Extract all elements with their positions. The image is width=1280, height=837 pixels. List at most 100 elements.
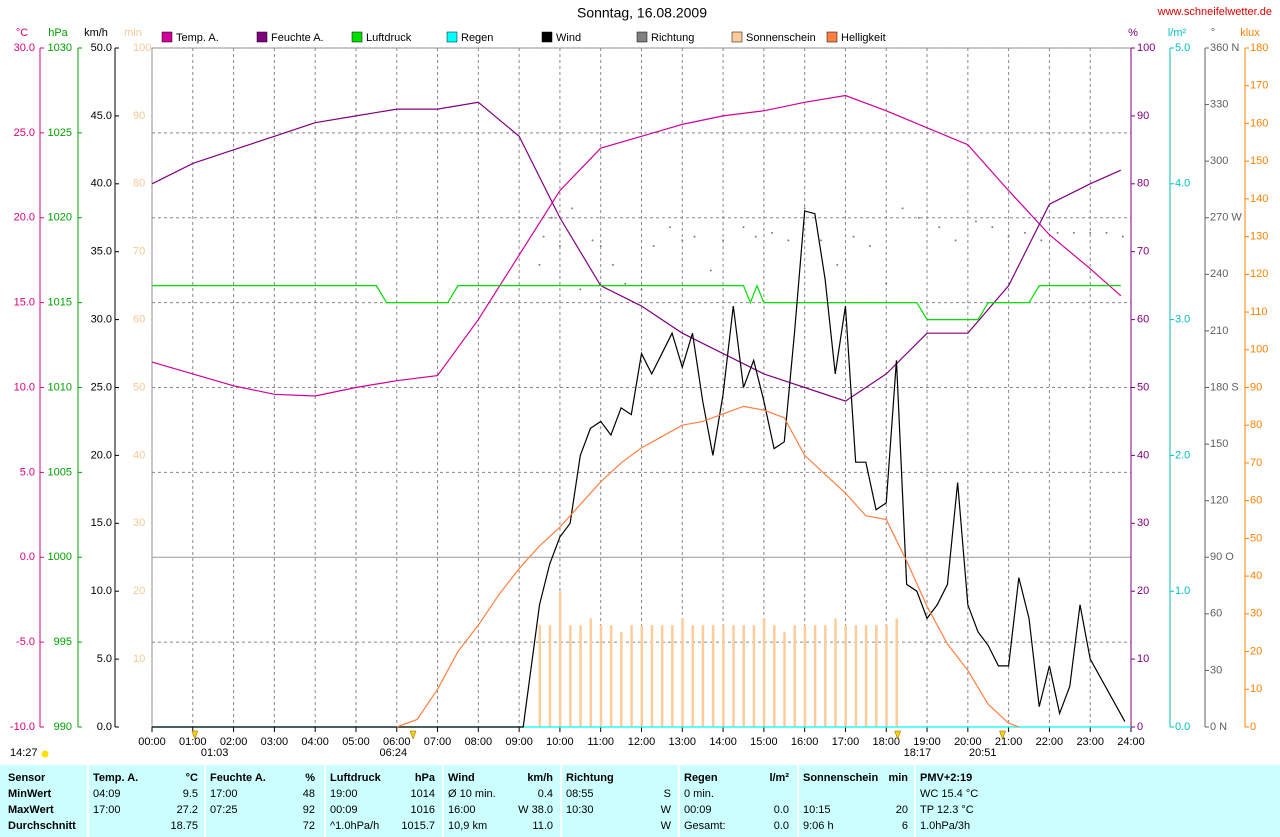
y-tick-label: 90 [1250,381,1262,393]
y-tick-label: 2.0 [1175,449,1190,461]
y-tick-label: 50 [1137,381,1149,393]
y-tick-label: 30.0 [14,42,35,54]
column-separator [560,765,562,837]
x-tick-label: 17:00 [832,736,860,748]
legend-label: Helligkeit [841,32,886,44]
dot [868,245,871,248]
y-tick-label: 10.0 [91,585,112,597]
dot [550,216,553,219]
dot [681,239,684,242]
x-tick-label: 06:00 [383,736,411,748]
bar [732,625,735,727]
y-tick-label: 990 [54,721,72,733]
bar [681,618,684,727]
y-tick-label: 20.0 [91,449,112,461]
y-tick-label: 90 [1137,110,1149,122]
table-cell: °C [185,772,198,784]
bar [630,625,633,727]
axis-unit: hPa [48,27,68,39]
chart: Sonntag, 16.08.2009 www.schneifelwetter.… [10,5,1272,759]
table-cell: 1014 [410,788,435,800]
bar [650,625,654,727]
x-tick-label: 07:00 [424,736,452,748]
legend-label: Wind [556,32,581,44]
y-tick-label: 240 [1210,268,1228,280]
bar [671,625,674,727]
table-cell: Sonnenschein [803,772,879,784]
series-line [151,101,1122,402]
dot [591,239,594,242]
column-separator [324,765,326,837]
table-cell: 48 [302,788,315,800]
bar [548,625,552,727]
y-tick-label: 1030 [48,42,72,54]
table-cell: 18.75 [170,820,198,832]
dot [954,239,957,242]
dot [1121,235,1124,238]
y-tick-label: 40 [1250,570,1262,582]
column-separator [204,765,206,837]
axis-unit: % [1128,27,1138,39]
y-tick-label: 1005 [48,466,72,478]
y-tick-label: 120 [1250,268,1268,280]
y-tick-label: -5.0 [16,636,35,648]
y-tick-label: 5.0 [20,466,35,478]
legend-label: Richtung [651,32,694,44]
event-marker [409,730,417,740]
dot [579,288,582,291]
table-cell: MinWert [8,788,52,800]
y-tick-label: 0 [1250,721,1256,733]
y-tick-label: 50 [133,381,145,393]
dot [1023,231,1026,234]
x-tick-label: 03:00 [261,736,289,748]
dot [836,263,839,266]
dot [901,207,904,210]
y-tick-label: 5.0 [97,653,112,665]
bar [813,625,817,727]
bar [864,625,868,727]
bar [742,625,745,727]
bar [609,625,613,727]
bar [691,625,694,727]
dot [917,216,920,219]
table-cell: 1015.7 [401,820,435,832]
y-tick-label: 1.0 [1175,585,1190,597]
event-marker [894,730,902,740]
bar [660,625,664,727]
y-tick-label: 70 [133,246,145,258]
y-tick-label: 10.0 [14,381,35,393]
legend-swatch [161,31,173,43]
dot [722,239,725,242]
table-cell: 19:00 [330,788,358,800]
chart-title: Sonntag, 16.08.2009 [577,5,707,21]
dot [611,263,614,266]
axis-unit: °C [16,27,28,39]
dot [991,226,994,229]
table-cell: W [660,804,671,816]
y-tick-label: 100 [1250,344,1268,356]
table-cell: Feuchte A. [210,772,266,784]
y-tick-label: 20 [133,585,145,597]
dot [754,235,757,238]
event-label: 01:03 [201,747,229,759]
y-tick-label: 20.0 [14,212,35,224]
y-tick-label: 30.0 [91,314,112,326]
table-cell: Luftdruck [330,772,381,784]
table-cell: Gesamt: [684,820,726,832]
bar [701,625,705,727]
table-cell: 00:09 [684,804,712,816]
legend-swatch [351,31,363,43]
table-cell: % [305,772,315,784]
x-tick-label: 02:00 [220,736,248,748]
y-tick-label: 90 O [1210,551,1234,563]
y-tick-label: 1020 [48,212,72,224]
moon-time: 14:27 [10,747,38,759]
y-tick-label: 60 [1137,314,1149,326]
series-line [396,405,1020,728]
y-tick-label: 0.0 [20,551,35,563]
dot [571,207,574,210]
table-cell: Durchschnitt [8,820,76,832]
x-tick-label: 05:00 [342,736,370,748]
table-cell: S [663,788,671,800]
